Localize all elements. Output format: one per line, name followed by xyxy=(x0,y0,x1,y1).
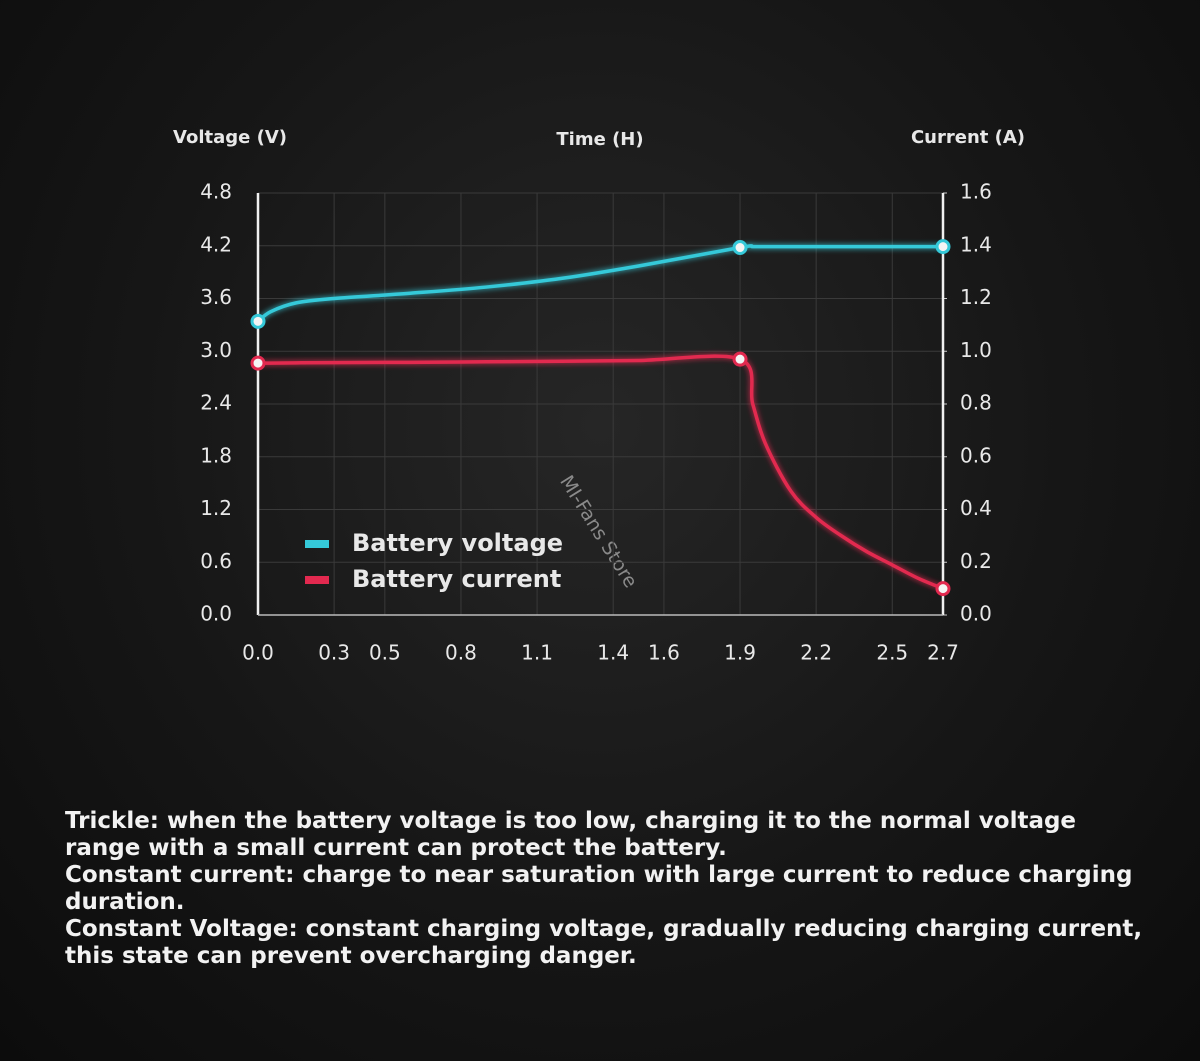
y-tick-label: 2.4 xyxy=(200,391,232,415)
y2-tick-label: 0.4 xyxy=(960,496,992,520)
x-tick-label: 1.6 xyxy=(648,641,680,665)
y-tick-label: 3.6 xyxy=(200,285,232,309)
x-tick-label: 2.7 xyxy=(927,641,959,665)
x-tick-label: 0.8 xyxy=(445,641,477,665)
legend-swatch xyxy=(305,540,329,548)
x-tick-label: 0.0 xyxy=(242,641,274,665)
legend-swatch xyxy=(305,576,329,584)
watermark: MI-Fans Store xyxy=(555,472,641,592)
point-marker xyxy=(732,351,748,367)
note: Trickle: when the battery voltage is too… xyxy=(65,808,1077,861)
point-marker xyxy=(250,355,266,371)
y2-tick-label: 1.0 xyxy=(960,338,992,362)
x-tick-label: 2.2 xyxy=(800,641,832,665)
y-tick-label: 1.8 xyxy=(200,443,232,467)
note: Constant current: charge to near saturat… xyxy=(65,862,1133,915)
y-tick-label: 4.2 xyxy=(200,232,232,256)
y2-tick-label: 0.6 xyxy=(960,443,992,467)
point-marker xyxy=(732,240,748,256)
legend-label: Battery current xyxy=(352,565,561,593)
x-tick-label: 2.5 xyxy=(876,641,908,665)
legend-label: Battery voltage xyxy=(352,529,563,557)
point-marker xyxy=(250,313,266,329)
point-marker xyxy=(935,581,951,597)
x-tick-label: 1.1 xyxy=(521,641,553,665)
y-axis-title: Voltage (V) xyxy=(173,127,287,148)
y2-tick-label: 0.8 xyxy=(960,391,992,415)
y-tick-label: 4.8 xyxy=(200,180,232,204)
x-tick-label: 0.5 xyxy=(369,641,401,665)
y2-tick-label: 1.6 xyxy=(960,180,992,204)
y2-axis-title: Current (A) xyxy=(911,127,1025,148)
y2-tick-label: 0.2 xyxy=(960,549,992,573)
series-line xyxy=(256,244,943,323)
x-axis-title: Time (H) xyxy=(556,129,643,150)
y-tick-label: 1.2 xyxy=(200,496,232,520)
x-tick-label: 1.4 xyxy=(597,641,629,665)
y-tick-label: 0.6 xyxy=(200,549,232,573)
y-tick-label: 0.0 xyxy=(200,602,232,626)
x-tick-label: 1.9 xyxy=(724,641,756,665)
y2-tick-label: 1.4 xyxy=(960,232,992,256)
notes: Trickle: when the battery voltage is too… xyxy=(65,808,1145,970)
y-tick-label: 3.0 xyxy=(200,338,232,362)
x-tick-label: 0.3 xyxy=(318,641,350,665)
note: Constant Voltage: constant charging volt… xyxy=(65,916,1143,969)
y2-tick-label: 1.2 xyxy=(960,285,992,309)
chart: Voltage (V) Time (H) Current (A) MI-Fans… xyxy=(173,127,1025,665)
point-marker xyxy=(935,239,951,255)
y2-tick-label: 0.0 xyxy=(960,602,992,626)
